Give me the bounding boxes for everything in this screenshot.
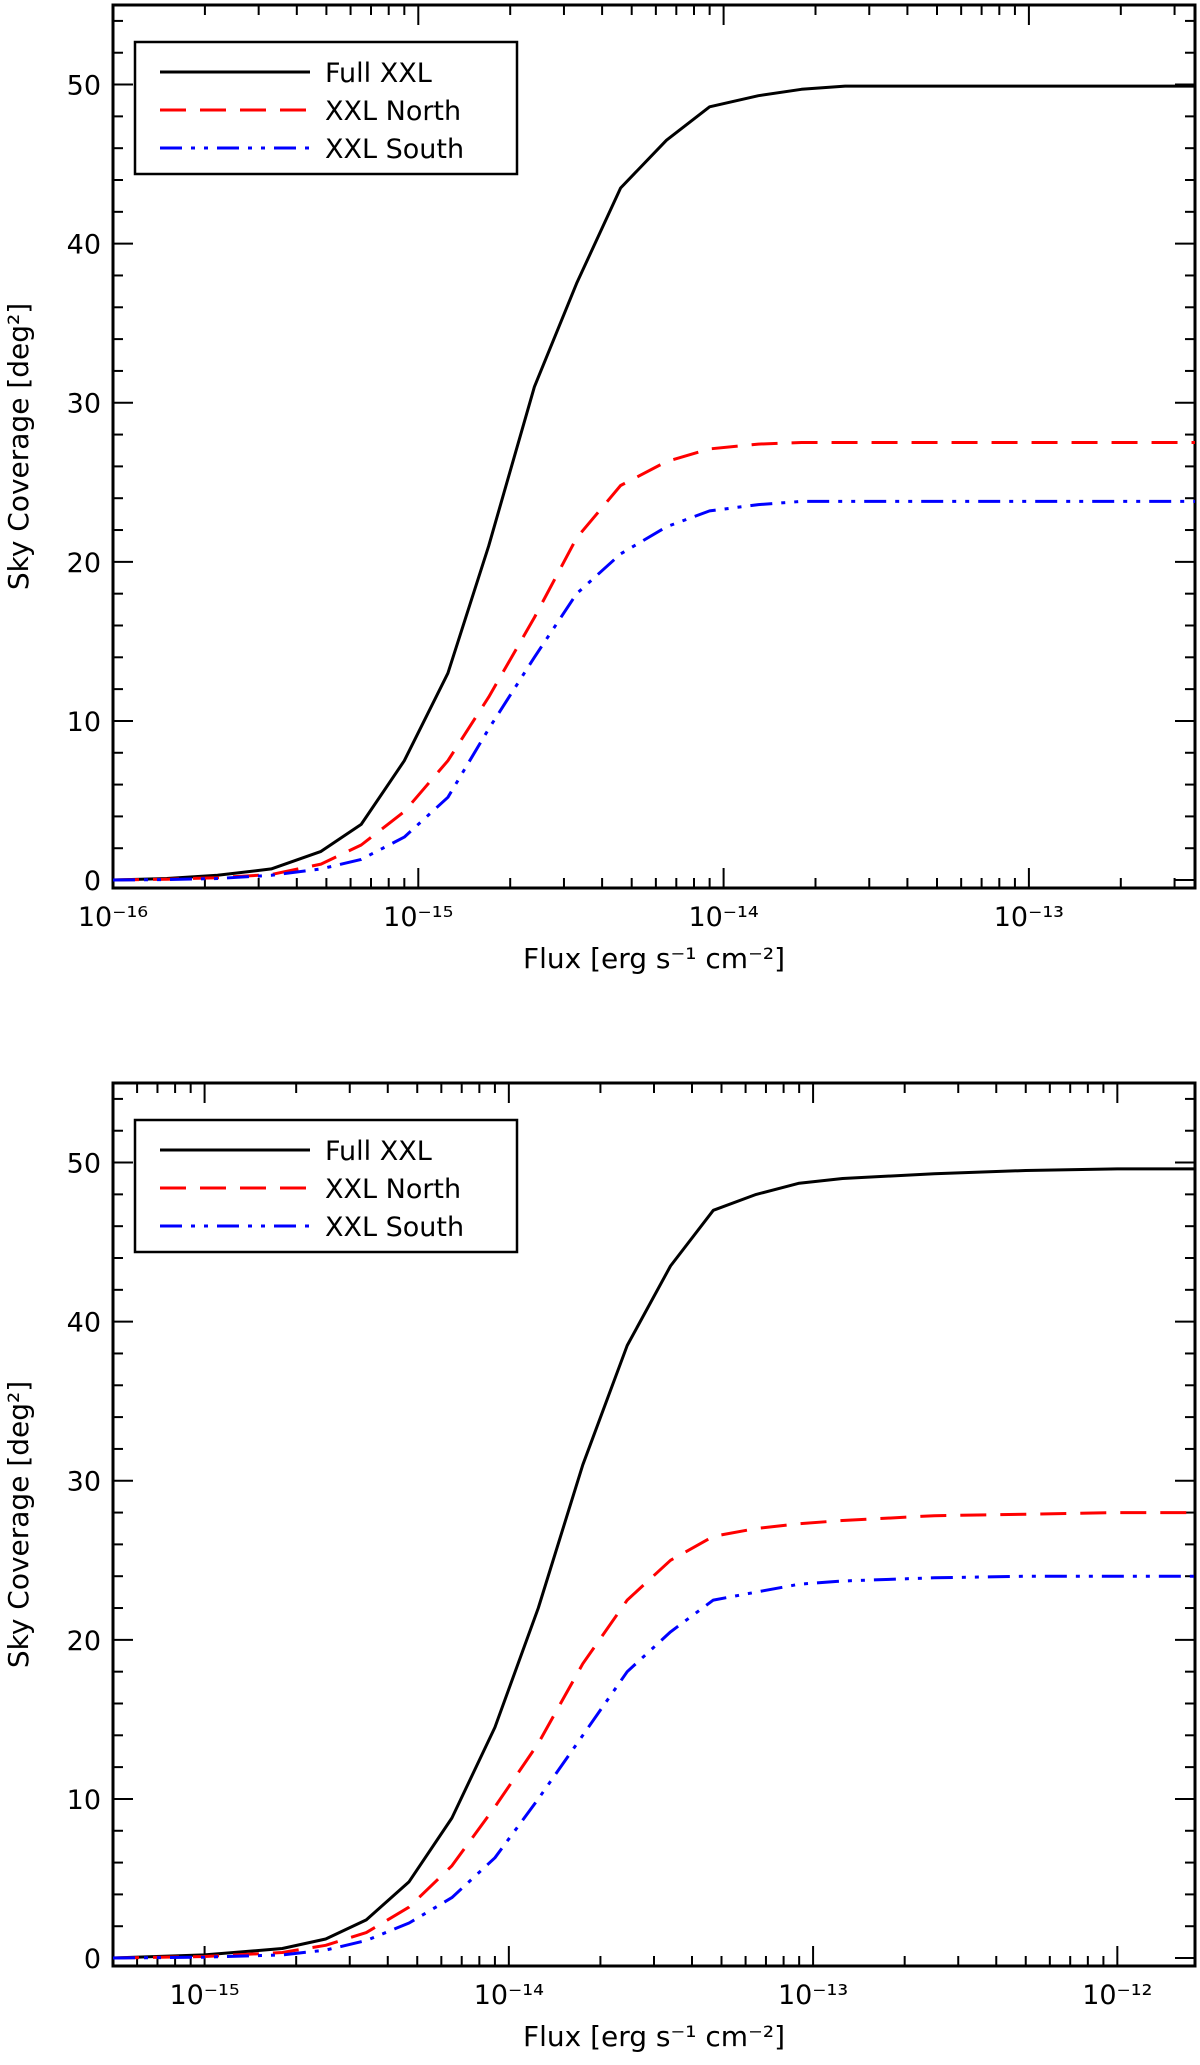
sky-coverage-panel-top: 0 10 20 30 40 50 10⁻¹⁶ 10⁻¹⁵ 10⁻¹⁴ 10⁻¹³ Flux [erg… xyxy=(2,3,1197,975)
series-line-full-xxl xyxy=(113,1167,1195,1960)
y-axis-title: Sky Coverage [deg²] xyxy=(2,1381,35,1668)
x-axis-title: Flux [erg s⁻¹ cm⁻²] xyxy=(523,942,785,975)
y-tick-label: 40 xyxy=(67,230,101,261)
y-tick-label: 10 xyxy=(67,1785,101,1816)
sky-coverage-panel-bottom: 0 10 20 30 40 50 10⁻¹⁵ 10⁻¹⁴ 10⁻¹³ 10⁻¹² Flux [erg… xyxy=(2,1081,1197,2053)
y-tick-label: 0 xyxy=(84,866,101,897)
plot-frame xyxy=(111,3,1197,890)
series-line-xxl-north xyxy=(113,1511,1195,1960)
x-tick-label: 10⁻¹⁵ xyxy=(169,1980,239,2011)
x-tick-label: 10⁻¹⁵ xyxy=(383,902,453,933)
y-tick-label: 20 xyxy=(67,1626,101,1657)
legend-label: XXL North xyxy=(325,1174,461,1205)
series-line-xxl-north xyxy=(113,441,1195,882)
legend-label: XXL North xyxy=(325,96,461,127)
y-tick-label: 50 xyxy=(67,71,101,102)
y-tick-label: 10 xyxy=(67,707,101,738)
x-tick-label: 10⁻¹⁴ xyxy=(474,1980,544,2011)
series-line-xxl-south xyxy=(113,499,1195,882)
x-tick-label: 10⁻¹⁶ xyxy=(78,902,148,933)
x-axis-title: Flux [erg s⁻¹ cm⁻²] xyxy=(523,2020,785,2053)
legend-label: Full XXL xyxy=(325,1136,432,1167)
y-tick-label: 50 xyxy=(67,1149,101,1180)
x-tick-label: 10⁻¹⁴ xyxy=(688,902,758,933)
y-tick-label: 30 xyxy=(67,389,101,420)
legend-label: XXL South xyxy=(325,1212,464,1243)
legend-label: XXL South xyxy=(325,134,464,165)
series-line-full-xxl xyxy=(113,84,1195,882)
y-tick-label: 30 xyxy=(67,1467,101,1498)
y-tick-label: 40 xyxy=(67,1308,101,1339)
y-axis-title: Sky Coverage [deg²] xyxy=(2,303,35,590)
legend-box xyxy=(133,40,519,176)
legend-box xyxy=(133,1118,519,1254)
series-line-xxl-south xyxy=(113,1574,1195,1960)
x-tick-label: 10⁻¹³ xyxy=(994,902,1064,933)
x-tick-label: 10⁻¹³ xyxy=(778,1980,848,2011)
x-tick-label: 10⁻¹² xyxy=(1082,1980,1152,2011)
y-tick-label: 0 xyxy=(84,1944,101,1975)
y-tick-label: 20 xyxy=(67,548,101,579)
legend-label: Full XXL xyxy=(325,58,432,89)
